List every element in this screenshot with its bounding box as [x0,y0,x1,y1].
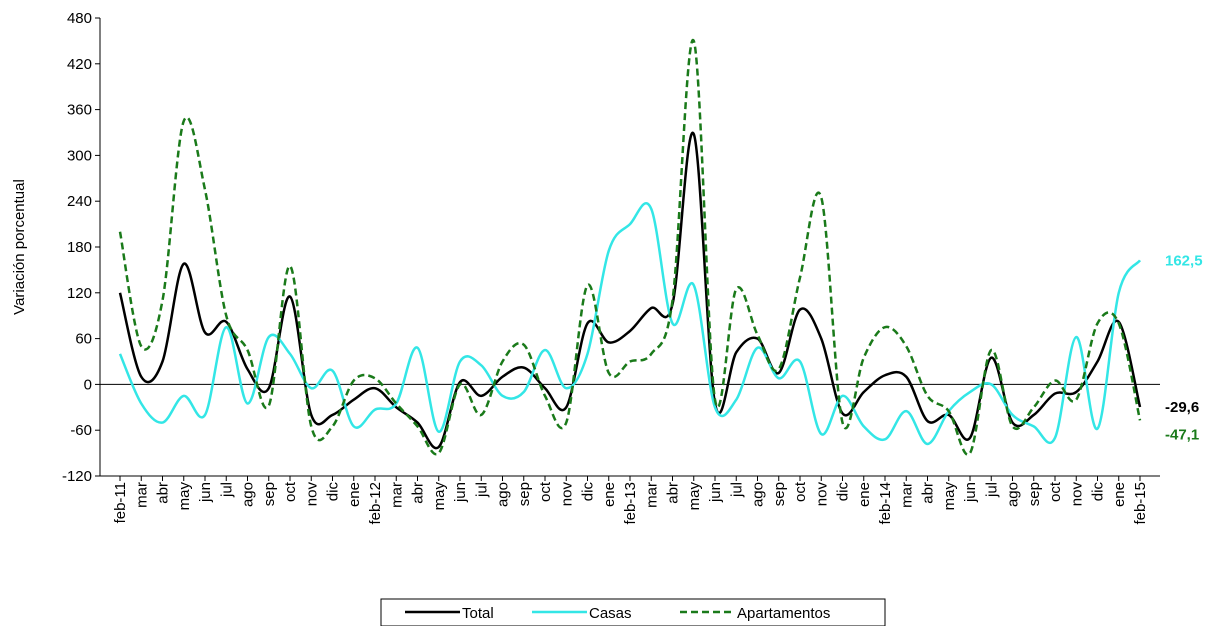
x-tick-label: abr [410,482,427,504]
x-tick-label: may [686,482,703,511]
x-tick-label: nov [303,482,320,507]
y-axis-label: Variación porcentual [11,179,28,315]
y-tick-label: 360 [67,102,92,119]
y-tick-label: 0 [84,376,92,393]
x-tick-label: dic [835,482,852,502]
y-tick-label: 120 [67,285,92,302]
x-tick-label: jul [473,482,490,498]
x-tick-label: dic [580,482,597,502]
y-tick-label: -60 [70,422,92,439]
y-tick-label: 240 [67,193,92,210]
x-tick-label: nov [813,482,830,507]
value-label: -29,6 [1165,399,1199,416]
x-tick-label: jun [197,482,214,503]
line-series [118,131,1142,450]
y-tick-label: 180 [67,239,92,256]
x-tick-label: ago [750,482,767,507]
x-tick-label: sep [261,482,278,506]
value-label: 162,5 [1165,252,1203,269]
x-tick-label: mar [898,482,915,508]
y-tick-label: 300 [67,147,92,164]
x-tick-label: nov [558,482,575,507]
x-tick-label: mar [133,482,150,508]
x-tick-label: ene [1111,482,1128,507]
x-tick-label: feb-13 [622,482,639,525]
x-tick-label: abr [920,482,937,504]
x-tick-label: abr [665,482,682,504]
x-tick-label: sep [516,482,533,506]
legend-label: Total [462,605,494,622]
x-tick-label: feb-12 [367,482,384,525]
x-tick-label: sep [771,482,788,506]
x-tick-label: may [176,482,193,511]
x-tick-label: oct [1047,481,1064,502]
x-tick-label: feb-11 [112,482,129,523]
y-tick-label: 480 [67,10,92,27]
x-tick-label: sep [1026,482,1043,506]
x-tick-label: feb-14 [877,482,894,525]
x-tick-label: jun [452,482,469,503]
x-tick-label: oct [282,481,299,502]
x-tick-label: ago [240,482,257,507]
x-tick-label: abr [155,482,172,504]
x-tick-label: oct [792,481,809,502]
legend-label: Casas [589,605,632,622]
x-tick-label: ene [856,482,873,507]
x-tick-label: may [941,482,958,511]
x-tick-label: jul [983,482,1000,498]
legend-label: Apartamentos [737,605,830,622]
line-series [118,202,1142,446]
x-tick-label: dic [1090,482,1107,502]
x-tick-label: oct [537,481,554,502]
y-tick-label: -120 [62,468,92,485]
x-tick-label: ene [601,482,618,507]
x-tick-label: jun [707,482,724,503]
x-tick-label: ago [495,482,512,507]
x-tick-label: jun [962,482,979,503]
x-tick-label: mar [388,482,405,508]
x-tick-label: feb-15 [1132,482,1149,525]
x-tick-label: dic [325,482,342,502]
value-label: -47,1 [1165,426,1199,443]
x-tick-label: mar [643,482,660,508]
x-tick-label: jul [218,482,235,498]
x-tick-label: nov [1068,482,1085,507]
x-tick-label: ago [1005,482,1022,507]
x-tick-label: may [431,482,448,511]
x-tick-label: jul [728,482,745,498]
y-tick-label: 420 [67,56,92,73]
legend-box [380,598,886,627]
x-tick-label: ene [346,482,363,507]
line-series [118,39,1142,456]
y-tick-label: 60 [75,331,92,348]
